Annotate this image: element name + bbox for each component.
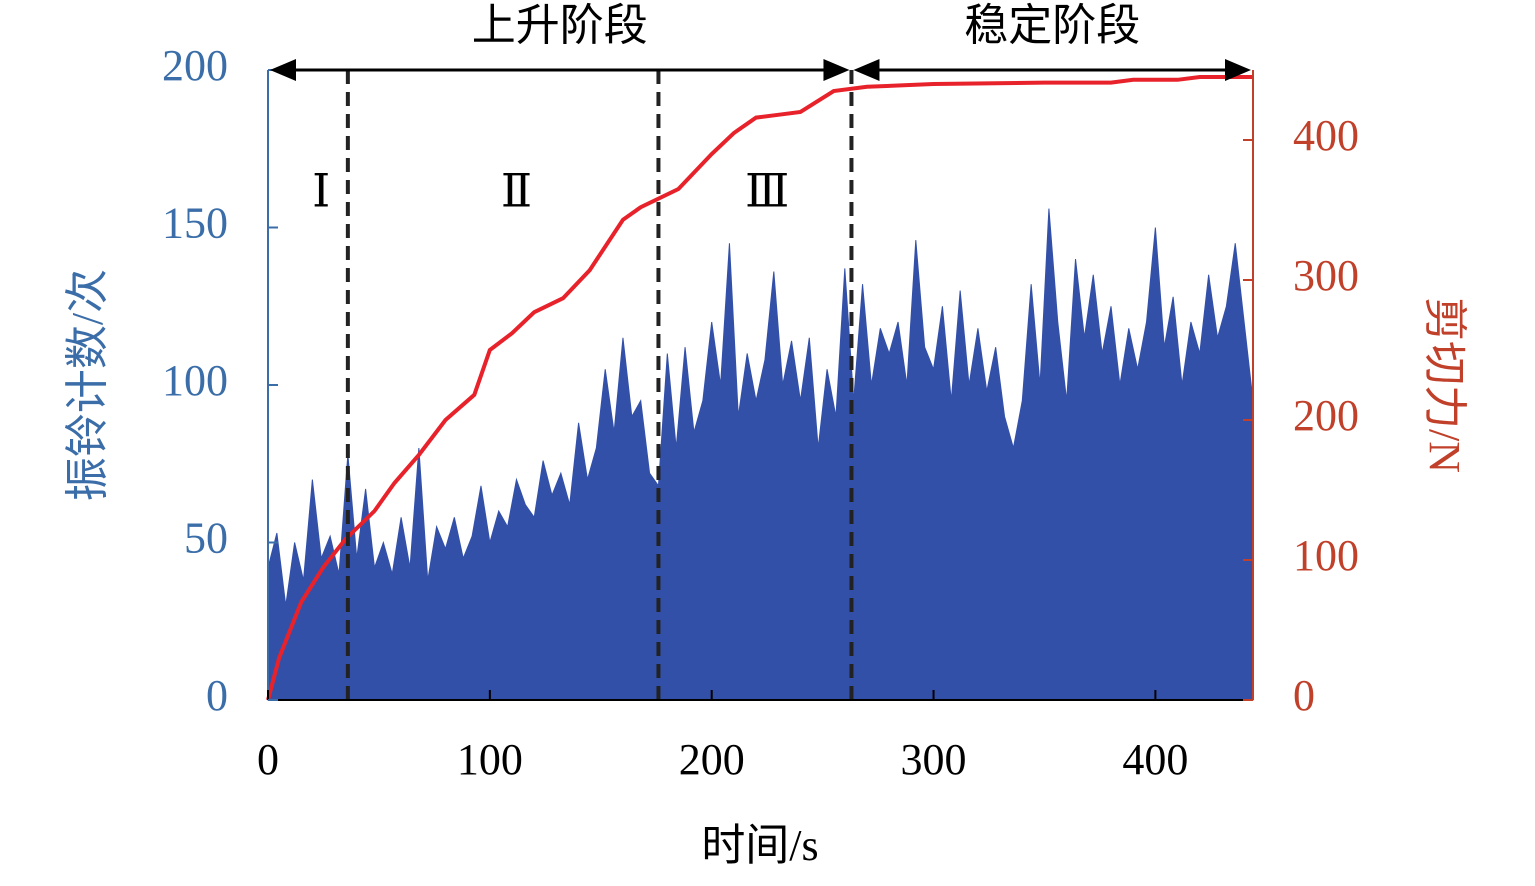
x-tick-label: 100	[457, 735, 523, 784]
y-tick-label: 50	[184, 514, 228, 563]
area	[267, 208, 1254, 701]
y2-tick-label: 400	[1293, 111, 1359, 160]
region-label: Ⅲ	[745, 166, 789, 217]
x-tick-label: 300	[901, 735, 967, 784]
x-tick-label: 0	[257, 735, 279, 784]
x-axis-title: 时间/s	[701, 821, 818, 870]
phase-label: 稳定阶段	[964, 1, 1140, 50]
x-tick-label: 400	[1122, 735, 1188, 784]
y-tick-label: 0	[206, 671, 228, 720]
y-tick-label: 100	[162, 356, 228, 405]
arrow-head	[823, 59, 850, 81]
line	[266, 75, 1253, 701]
y2-axis-title: 剪切力/N	[1420, 297, 1469, 473]
region-label: Ⅱ	[501, 166, 532, 217]
y-axis-title: 振铃计数/次	[63, 269, 112, 501]
region-label: Ⅰ	[312, 166, 330, 217]
arrow-head	[270, 59, 296, 81]
y-tick-label: 150	[162, 199, 228, 248]
phase-label: 上升阶段	[472, 1, 648, 50]
arrow-head	[1225, 59, 1251, 81]
y-tick-label: 200	[162, 41, 228, 90]
y2-tick-label: 200	[1293, 391, 1359, 440]
y2-tick-label: 100	[1293, 531, 1359, 580]
y2-tick-label: 0	[1293, 671, 1315, 720]
y2-tick-label: 300	[1293, 251, 1359, 300]
arrow-head	[853, 59, 880, 81]
x-tick-label: 200	[679, 735, 745, 784]
